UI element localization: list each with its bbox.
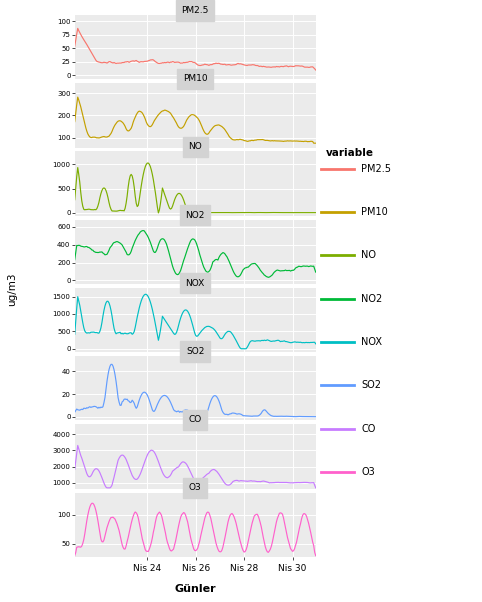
Text: PM2.5: PM2.5 (362, 164, 391, 173)
Text: NO2: NO2 (362, 294, 383, 303)
Title: PM2.5: PM2.5 (182, 6, 209, 15)
Text: ug/m3: ug/m3 (7, 272, 17, 306)
Text: O3: O3 (362, 467, 375, 477)
Title: CO: CO (188, 415, 202, 424)
Text: CO: CO (362, 424, 376, 433)
Title: NO2: NO2 (186, 211, 205, 220)
Title: NO: NO (188, 143, 202, 151)
Title: O3: O3 (189, 483, 201, 492)
Text: PM10: PM10 (362, 207, 388, 217)
Title: PM10: PM10 (183, 74, 208, 83)
Title: NOX: NOX (186, 279, 205, 288)
Title: SO2: SO2 (186, 347, 204, 356)
Text: NOX: NOX (362, 337, 383, 347)
Text: NO: NO (362, 250, 376, 260)
Text: variable: variable (325, 147, 374, 158)
Text: Günler: Günler (174, 584, 216, 594)
Text: SO2: SO2 (362, 380, 381, 390)
